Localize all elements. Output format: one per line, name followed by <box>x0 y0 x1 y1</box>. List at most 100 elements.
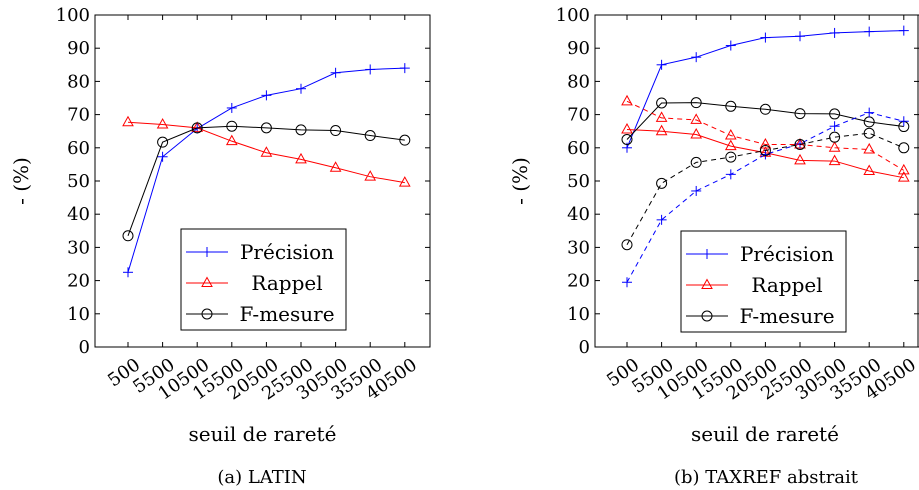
y-axis-title: - (%) <box>9 157 33 205</box>
data-point <box>398 176 411 187</box>
y-tick-label: 20 <box>567 271 590 292</box>
data-point <box>898 142 910 154</box>
data-point <box>122 115 134 127</box>
data-point <box>898 25 909 36</box>
legend-label: Précision <box>740 242 834 266</box>
series-line <box>626 102 904 140</box>
data-point <box>226 102 237 113</box>
chart-b: 0102030405060708090100500550010500155002… <box>508 5 919 488</box>
y-tick-label: 10 <box>567 304 590 325</box>
data-point <box>759 144 771 156</box>
legend: Précision Rappel F-mesure <box>180 228 347 331</box>
data-point <box>329 161 342 172</box>
figure-caption: (a) LATIN <box>217 467 306 488</box>
chart-a: 0102030405060708090100500550010500155002… <box>9 5 431 488</box>
data-point <box>794 153 806 165</box>
data-point <box>829 131 841 143</box>
legend-label: Rappel <box>751 273 822 297</box>
y-tick-label: 50 <box>567 171 590 192</box>
data-point <box>864 26 875 37</box>
data-point <box>691 52 702 63</box>
figure-caption: (b) TAXREF abstrait <box>674 467 859 488</box>
y-tick-label: 30 <box>567 237 590 258</box>
data-point <box>828 154 841 166</box>
legend-label: Précision <box>240 240 334 264</box>
data-point <box>690 97 702 109</box>
data-point <box>260 146 273 157</box>
data-point <box>157 151 168 162</box>
data-point <box>655 111 668 122</box>
data-point <box>898 116 909 127</box>
data-point <box>364 130 376 142</box>
y-tick-label: 10 <box>67 304 90 325</box>
data-point <box>260 122 272 134</box>
legend-marker <box>702 249 712 259</box>
data-point <box>863 142 876 154</box>
data-point <box>794 108 806 120</box>
data-point <box>656 177 668 189</box>
y-tick-label: 90 <box>67 38 90 59</box>
data-point <box>656 97 668 109</box>
y-tick-label: 40 <box>567 204 590 225</box>
data-point <box>123 267 133 278</box>
data-point <box>364 170 377 181</box>
data-point <box>157 136 169 148</box>
series-dashed-5 <box>621 127 910 251</box>
data-point <box>365 64 376 75</box>
series-line <box>127 125 405 236</box>
series-f-mesure <box>122 120 411 242</box>
y-tick-label: 70 <box>67 105 90 126</box>
data-point <box>829 121 840 132</box>
y-tick-label: 60 <box>67 138 90 159</box>
data-point <box>829 27 840 38</box>
data-point <box>296 83 306 94</box>
legend-marker <box>201 276 213 287</box>
data-point <box>690 156 702 168</box>
data-point <box>226 120 238 132</box>
data-point <box>622 277 632 288</box>
data-point <box>725 169 736 180</box>
data-point <box>760 32 771 43</box>
series-rappel <box>122 115 411 187</box>
data-point <box>156 118 169 129</box>
legend-label: Rappel <box>251 271 322 295</box>
data-point <box>261 90 272 101</box>
series-f-mesure <box>621 97 910 145</box>
legend-label: F-mesure <box>739 304 834 328</box>
y-tick-label: 80 <box>567 71 590 92</box>
data-point <box>864 107 875 118</box>
data-point <box>330 67 341 78</box>
data-point <box>724 128 737 140</box>
y-tick-label: 100 <box>56 5 90 26</box>
data-point <box>690 113 703 124</box>
legend-label: F-mesure <box>239 302 334 326</box>
data-point <box>399 63 410 74</box>
data-point <box>621 239 633 251</box>
y-tick-label: 30 <box>67 237 90 258</box>
data-point <box>897 171 910 182</box>
x-axis-title: seuil de rareté <box>189 422 337 446</box>
y-tick-label: 20 <box>67 271 90 292</box>
data-point <box>656 214 667 225</box>
legend-marker <box>701 310 713 322</box>
series-dashed-3 <box>622 107 909 288</box>
data-point <box>690 127 703 139</box>
y-tick-label: 0 <box>79 337 90 358</box>
data-point <box>759 137 772 149</box>
data-point <box>725 100 737 112</box>
data-point <box>621 134 633 145</box>
data-point <box>794 138 806 150</box>
data-point <box>295 124 307 136</box>
data-point <box>225 134 238 146</box>
data-point <box>621 94 633 106</box>
data-point <box>191 121 204 132</box>
x-axis-title: seuil de rareté <box>691 422 839 446</box>
series-dashed-4 <box>621 94 910 175</box>
legend-marker <box>201 308 213 320</box>
series-line <box>626 100 905 171</box>
data-point <box>725 151 737 163</box>
data-point <box>724 139 737 151</box>
y-tick-label: 60 <box>567 138 590 159</box>
data-point <box>725 40 736 51</box>
